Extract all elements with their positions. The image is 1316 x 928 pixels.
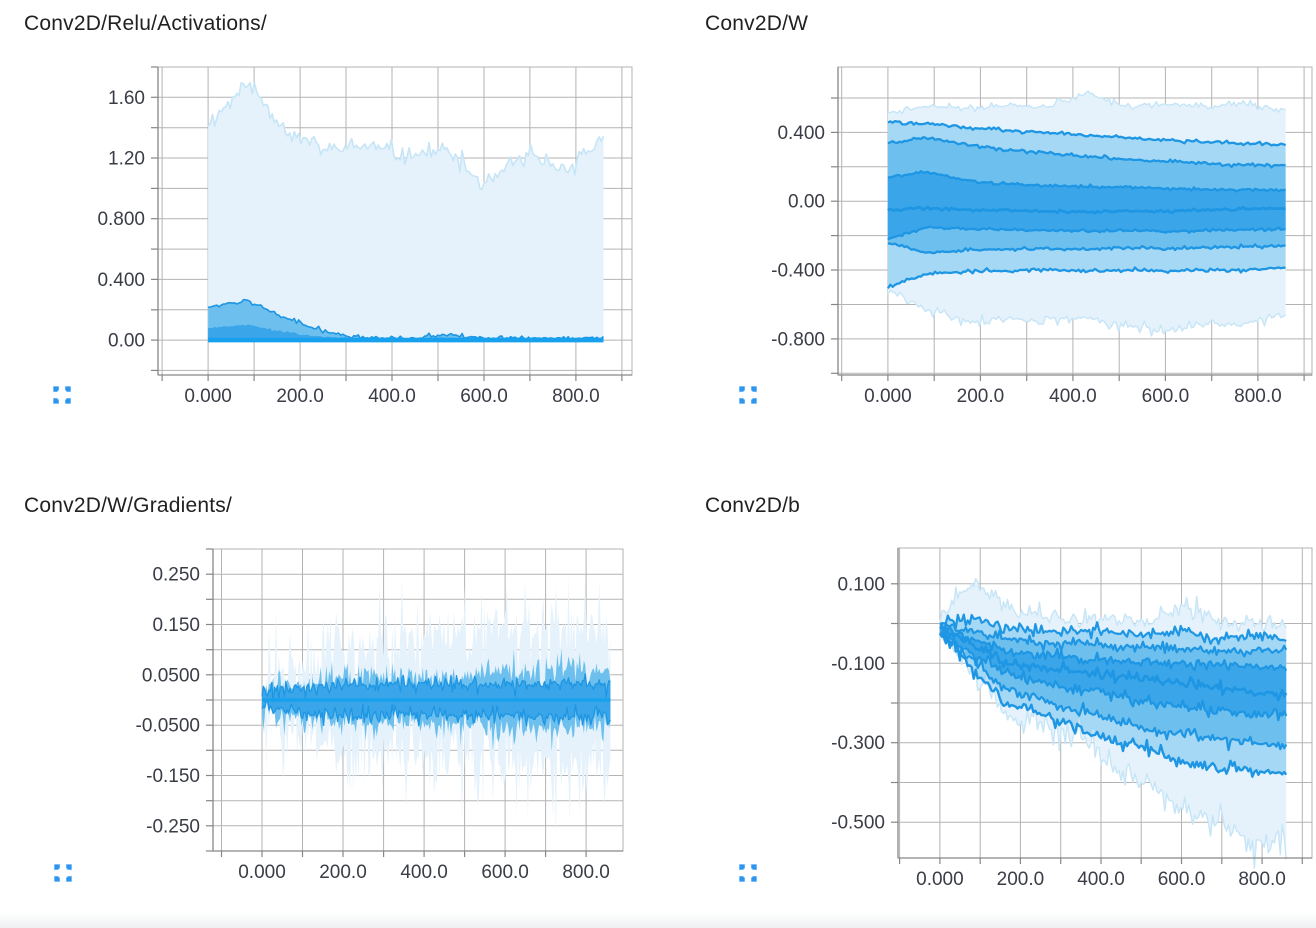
distribution-chart-activations: 0.000 200.0 400.0 600.0 800.0 1.60 1.20 0.800 0.… [97,66,633,407]
x-tick-label: 0.000 [864,386,912,407]
y-tick-label: -0.0500 [136,716,200,737]
chart-title: Conv2D/W/Gradients/ [24,494,233,517]
x-tick-label: 600.0 [1158,869,1206,890]
x-tick-label: 200.0 [997,869,1045,890]
chart-card-bias: Conv2D/b 0.000 200.0 400.0 600.0 800.0 0.100 -… [658,464,1316,928]
x-tick-label: 400.0 [400,862,448,883]
x-tick-label: 200.0 [957,386,1005,407]
fullscreen-corners-icon [739,386,757,404]
y-tick-label: 0.00 [108,331,145,352]
x-tick-label: 400.0 [368,386,416,407]
fullscreen-corners-icon [53,386,71,404]
chart-card-gradients: Conv2D/W/Gradients/ 0.000 200.0 400.0 600.0… [0,464,658,928]
y-tick-label: 0.100 [837,574,885,595]
x-tick-label: 600.0 [1142,386,1190,407]
distribution-chart-weights: 0.000 200.0 400.0 600.0 800.0 0.400 0.00 -0.400… [771,66,1313,407]
y-tick-label: -0.150 [146,766,200,787]
x-tick-label: 800.0 [562,862,610,883]
chart-card-weights: Conv2D/W 0.000 200.0 400.0 600.0 800.0 0.400 0… [658,0,1316,464]
chart-title: Conv2D/W [705,12,809,35]
x-tick-label: 800.0 [1234,386,1282,407]
chart-card-activations: Conv2D/Relu/Activations/ 0.000 200.0 400.0… [0,0,658,464]
y-tick-label: -0.800 [771,329,825,350]
y-tick-label: 0.0500 [142,665,200,686]
y-tick-label: -0.400 [771,261,825,282]
x-tick-label: 600.0 [481,862,529,883]
y-tick-label: 0.150 [152,615,200,636]
y-tick-label: 0.400 [97,270,145,291]
distribution-chart-bias: 0.000 200.0 400.0 600.0 800.0 0.100 -0.100 -0.3… [831,547,1313,890]
x-tick-label: 200.0 [276,386,324,407]
y-tick-label: 0.00 [788,192,825,213]
expand-chart-button[interactable] [735,382,761,408]
expand-chart-button[interactable] [49,382,75,408]
fullscreen-corners-icon [739,864,757,882]
fullscreen-corners-icon [54,864,72,882]
y-tick-label: 0.250 [152,565,200,586]
chart-title: Conv2D/b [705,494,800,517]
x-tick-label: 400.0 [1077,869,1125,890]
y-tick-label: -0.250 [146,816,200,837]
x-tick-label: 0.000 [184,386,232,407]
expand-chart-button[interactable] [735,860,761,886]
x-tick-label: 0.000 [916,869,964,890]
y-tick-label: 1.60 [108,88,145,109]
y-tick-label: 1.20 [108,149,145,170]
distribution-chart-gradients: 0.000 200.0 400.0 600.0 800.0 0.250 0.150 0.050… [136,548,624,883]
x-tick-label: 800.0 [552,386,600,407]
y-tick-label: 0.400 [777,123,825,144]
x-tick-label: 800.0 [1238,869,1286,890]
x-tick-label: 200.0 [319,862,367,883]
x-tick-label: 400.0 [1049,386,1097,407]
y-tick-label: -0.300 [831,733,885,754]
expand-chart-button[interactable] [50,860,76,886]
x-tick-label: 0.000 [238,862,286,883]
y-tick-label: 0.800 [97,209,145,230]
x-tick-label: 600.0 [460,386,508,407]
chart-title: Conv2D/Relu/Activations/ [24,12,267,35]
y-tick-label: -0.100 [831,654,885,675]
y-tick-label: -0.500 [831,813,885,834]
